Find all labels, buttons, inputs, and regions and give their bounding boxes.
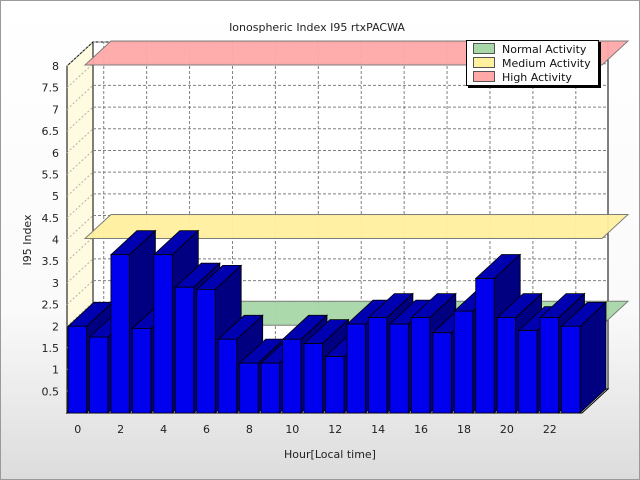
bar-front-face bbox=[325, 356, 345, 414]
legend-item-medium: Medium Activity bbox=[473, 57, 591, 70]
bar-front-face bbox=[475, 278, 495, 414]
x-tick-label: 12 bbox=[328, 423, 342, 436]
y-tick-label: 5 bbox=[52, 190, 59, 203]
x-tick-label: 22 bbox=[543, 423, 557, 436]
bar-front-face bbox=[196, 288, 216, 414]
y-tick-label: 1.5 bbox=[42, 342, 60, 355]
y-tick-label: 3.5 bbox=[42, 255, 60, 268]
y-tick-label: 4 bbox=[52, 234, 59, 247]
grid-line-y-side bbox=[66, 150, 94, 175]
grid-line-y-side bbox=[66, 258, 94, 284]
bar-front-face bbox=[174, 286, 195, 414]
y-tick-label: 8 bbox=[52, 60, 59, 73]
bar-23 bbox=[560, 301, 608, 414]
grid-line-y-side bbox=[66, 41, 94, 67]
legend-label-normal: Normal Activity bbox=[502, 43, 587, 56]
grid-line-y-side bbox=[66, 171, 94, 197]
grid-line-y-side bbox=[66, 280, 94, 305]
bar-front-face bbox=[496, 317, 517, 414]
bar-front-face bbox=[432, 332, 452, 414]
bar-front-face bbox=[561, 325, 581, 414]
y-tick-label: 4.5 bbox=[42, 212, 60, 225]
y-tick-label: 7.5 bbox=[42, 82, 60, 95]
grid-line-y-side bbox=[66, 106, 94, 132]
bar-front-face bbox=[89, 336, 109, 414]
legend-swatch-normal bbox=[473, 43, 495, 54]
y-tick-label: 7 bbox=[52, 103, 59, 116]
bar-front-face bbox=[518, 330, 538, 414]
grid-line-y-side bbox=[66, 193, 94, 219]
chart-title: Ionospheric Index I95 rtxPACWA bbox=[229, 21, 405, 34]
bar-front-face bbox=[239, 362, 259, 414]
legend-swatch-high bbox=[473, 71, 495, 82]
grid-line-y-side bbox=[66, 236, 94, 262]
y-tick-label: 1 bbox=[52, 364, 59, 377]
x-tick-label: 14 bbox=[371, 423, 385, 436]
y-tick-label: 0.5 bbox=[42, 385, 60, 398]
bar-front-face bbox=[389, 323, 409, 414]
bar-front-face bbox=[110, 254, 130, 414]
y-tick-label: 2 bbox=[52, 320, 59, 333]
x-tick-label: 6 bbox=[203, 423, 210, 436]
legend-label-high: High Activity bbox=[502, 71, 572, 84]
legend-item-normal: Normal Activity bbox=[473, 43, 586, 56]
y-tick-label: 6.5 bbox=[42, 125, 60, 138]
bar-front-face bbox=[346, 323, 366, 414]
legend-label-medium: Medium Activity bbox=[502, 57, 591, 70]
bar-front-face bbox=[410, 317, 431, 414]
y-tick-label: 6 bbox=[52, 147, 59, 160]
legend-swatch-medium bbox=[473, 57, 495, 68]
legend-item-high: High Activity bbox=[473, 71, 572, 84]
activity-band-medium bbox=[83, 214, 630, 239]
x-axis-label: Hour[Local time] bbox=[284, 448, 376, 461]
x-tick-label: 16 bbox=[414, 423, 428, 436]
bar-front-face bbox=[153, 254, 173, 414]
legend: Normal Activity Medium Activity High Act… bbox=[466, 40, 599, 86]
bar-front-face bbox=[67, 325, 87, 414]
y-tick-label: 3 bbox=[52, 277, 59, 290]
bar-front-face bbox=[453, 310, 474, 414]
x-tick-label: 0 bbox=[74, 423, 81, 436]
x-tick-label: 10 bbox=[285, 423, 299, 436]
grid-line-y-side bbox=[66, 128, 94, 154]
y-tick-label: 5.5 bbox=[42, 168, 60, 181]
x-tick-label: 20 bbox=[500, 423, 514, 436]
y-tick-label: 2.5 bbox=[42, 299, 60, 312]
x-tick-label: 8 bbox=[246, 423, 253, 436]
bar-front-face bbox=[217, 338, 238, 414]
bar-front-face bbox=[539, 317, 559, 414]
x-tick-label: 18 bbox=[457, 423, 471, 436]
grid-line-y-side bbox=[66, 85, 94, 110]
y-axis-label: I95 Index bbox=[21, 214, 34, 266]
x-tick-label: 4 bbox=[160, 423, 167, 436]
grid-line-y-side bbox=[66, 301, 94, 327]
bar-front-face bbox=[260, 362, 280, 414]
bar-front-face bbox=[131, 328, 152, 414]
grid-line-y-side bbox=[66, 63, 94, 89]
bar-front-face bbox=[368, 317, 388, 414]
bar-front-face bbox=[282, 338, 302, 414]
x-tick-label: 2 bbox=[117, 423, 124, 436]
grid-line-y-side bbox=[66, 215, 94, 240]
bar-front-face bbox=[303, 343, 323, 414]
